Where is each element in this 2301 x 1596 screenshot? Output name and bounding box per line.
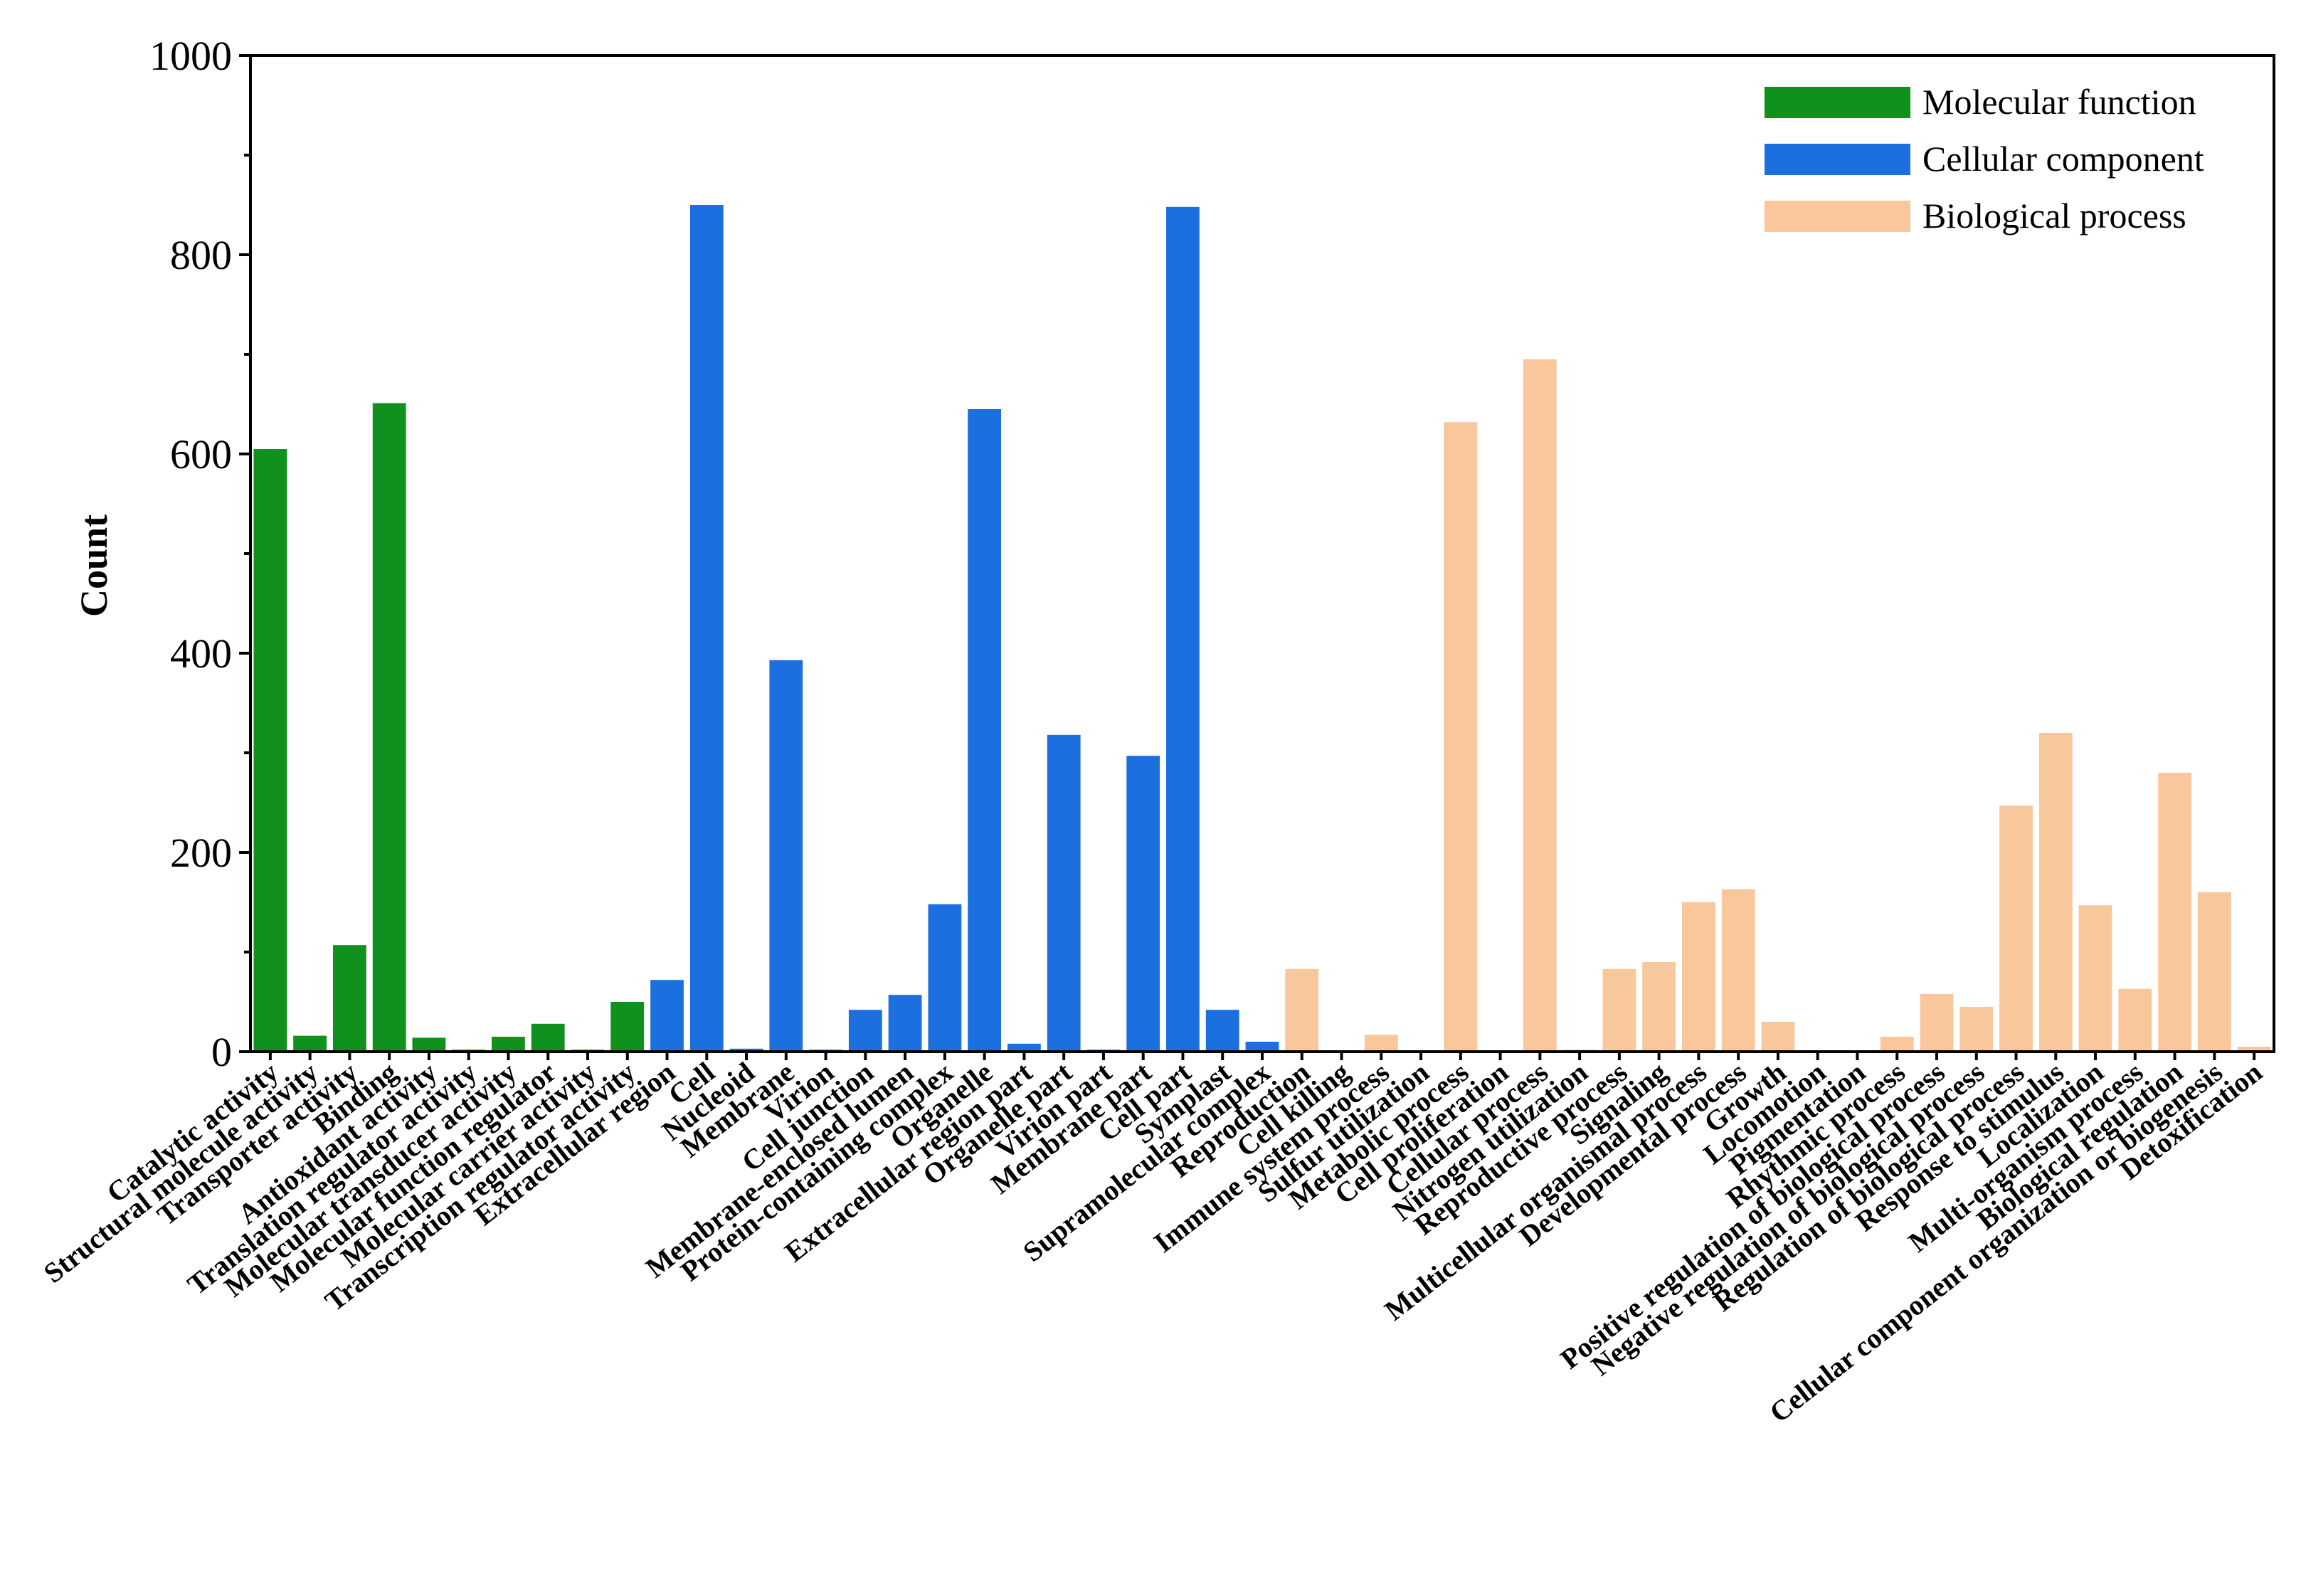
bar-transporter-activity [333, 945, 366, 1052]
y-axis: 0 200 400 600 800 1000 [149, 33, 2275, 1075]
legend-label-molecular-function: Molecular function [1922, 82, 2196, 122]
bar-regulation-of-biological-process [1999, 805, 2033, 1052]
bar-reproduction [1285, 968, 1319, 1052]
bar-multicellular-organismal-process [1682, 902, 1715, 1052]
bar-negative-regulation-of-biological-process [1959, 1007, 1994, 1052]
legend-label-biological-process: Biological process [1922, 196, 2186, 236]
bar-metabolic-process [1444, 422, 1478, 1052]
bar-multi-organism-process [2118, 988, 2152, 1052]
bar-cellular-process [1523, 359, 1557, 1052]
bar-organelle [968, 409, 1001, 1052]
bar-cellular-component-organization-or-biogenesis [2197, 892, 2231, 1052]
y-tick-label-600: 600 [170, 431, 232, 477]
bar-developmental-process [1721, 889, 1755, 1052]
bar-organelle-part [1047, 734, 1081, 1052]
bar-detoxification [2237, 1047, 2271, 1052]
bars-group [253, 205, 2271, 1052]
bar-antioxidant-activity [412, 1037, 446, 1052]
legend-swatch-biological-process [1765, 201, 1910, 232]
y-tick-label-1000: 1000 [149, 33, 232, 79]
legend: Molecular function Cellular component Biol… [1765, 82, 2204, 236]
bar-response-to-stimulus [2038, 733, 2073, 1052]
bar-reproductive-process [1602, 968, 1636, 1052]
bar-immune-system-process [1364, 1035, 1398, 1052]
bar-molecular-transducer-activity [492, 1037, 525, 1052]
bar-catalytic-activity [253, 449, 287, 1052]
bar-protein-containing-complex [928, 904, 962, 1052]
y-tick-label-0: 0 [211, 1029, 232, 1075]
bar-extracellular-region-part [1007, 1043, 1041, 1052]
bar-cell-junction [848, 1010, 882, 1052]
bar-membrane-part [1126, 756, 1160, 1052]
bar-positive-regulation-of-biological-process [1920, 993, 1954, 1052]
bar-binding [372, 403, 406, 1052]
bar-signaling [1642, 962, 1676, 1052]
y-tick-label-400: 400 [170, 630, 232, 677]
bar-growth [1761, 1022, 1795, 1052]
legend-swatch-cellular-component [1765, 144, 1910, 175]
bar-structural-molecule-activity [293, 1035, 327, 1052]
legend-label-cellular-component: Cellular component [1922, 139, 2204, 179]
bar-extracellular-region [650, 980, 684, 1052]
bar-membrane [769, 660, 803, 1052]
y-axis-label: Count [73, 514, 115, 617]
bar-cell-part [1166, 206, 1200, 1052]
bar-localization [2078, 905, 2112, 1052]
y-tick-label-800: 800 [170, 232, 232, 278]
legend-swatch-molecular-function [1765, 87, 1910, 118]
bar-molecular-function-regulator [531, 1023, 565, 1052]
bar-nucleoid [729, 1048, 763, 1052]
bar-symplast [1205, 1010, 1239, 1052]
bar-transcription-regulator-activity [610, 1002, 645, 1052]
y-tick-label-200: 200 [170, 830, 232, 876]
bar-cell [689, 205, 724, 1052]
bar-supramolecular-complex [1245, 1042, 1279, 1052]
bar-biological-regulation [2158, 773, 2191, 1052]
bar-membrane-enclosed-lumen [888, 995, 922, 1052]
bar-rhythmic-process [1880, 1037, 1914, 1052]
